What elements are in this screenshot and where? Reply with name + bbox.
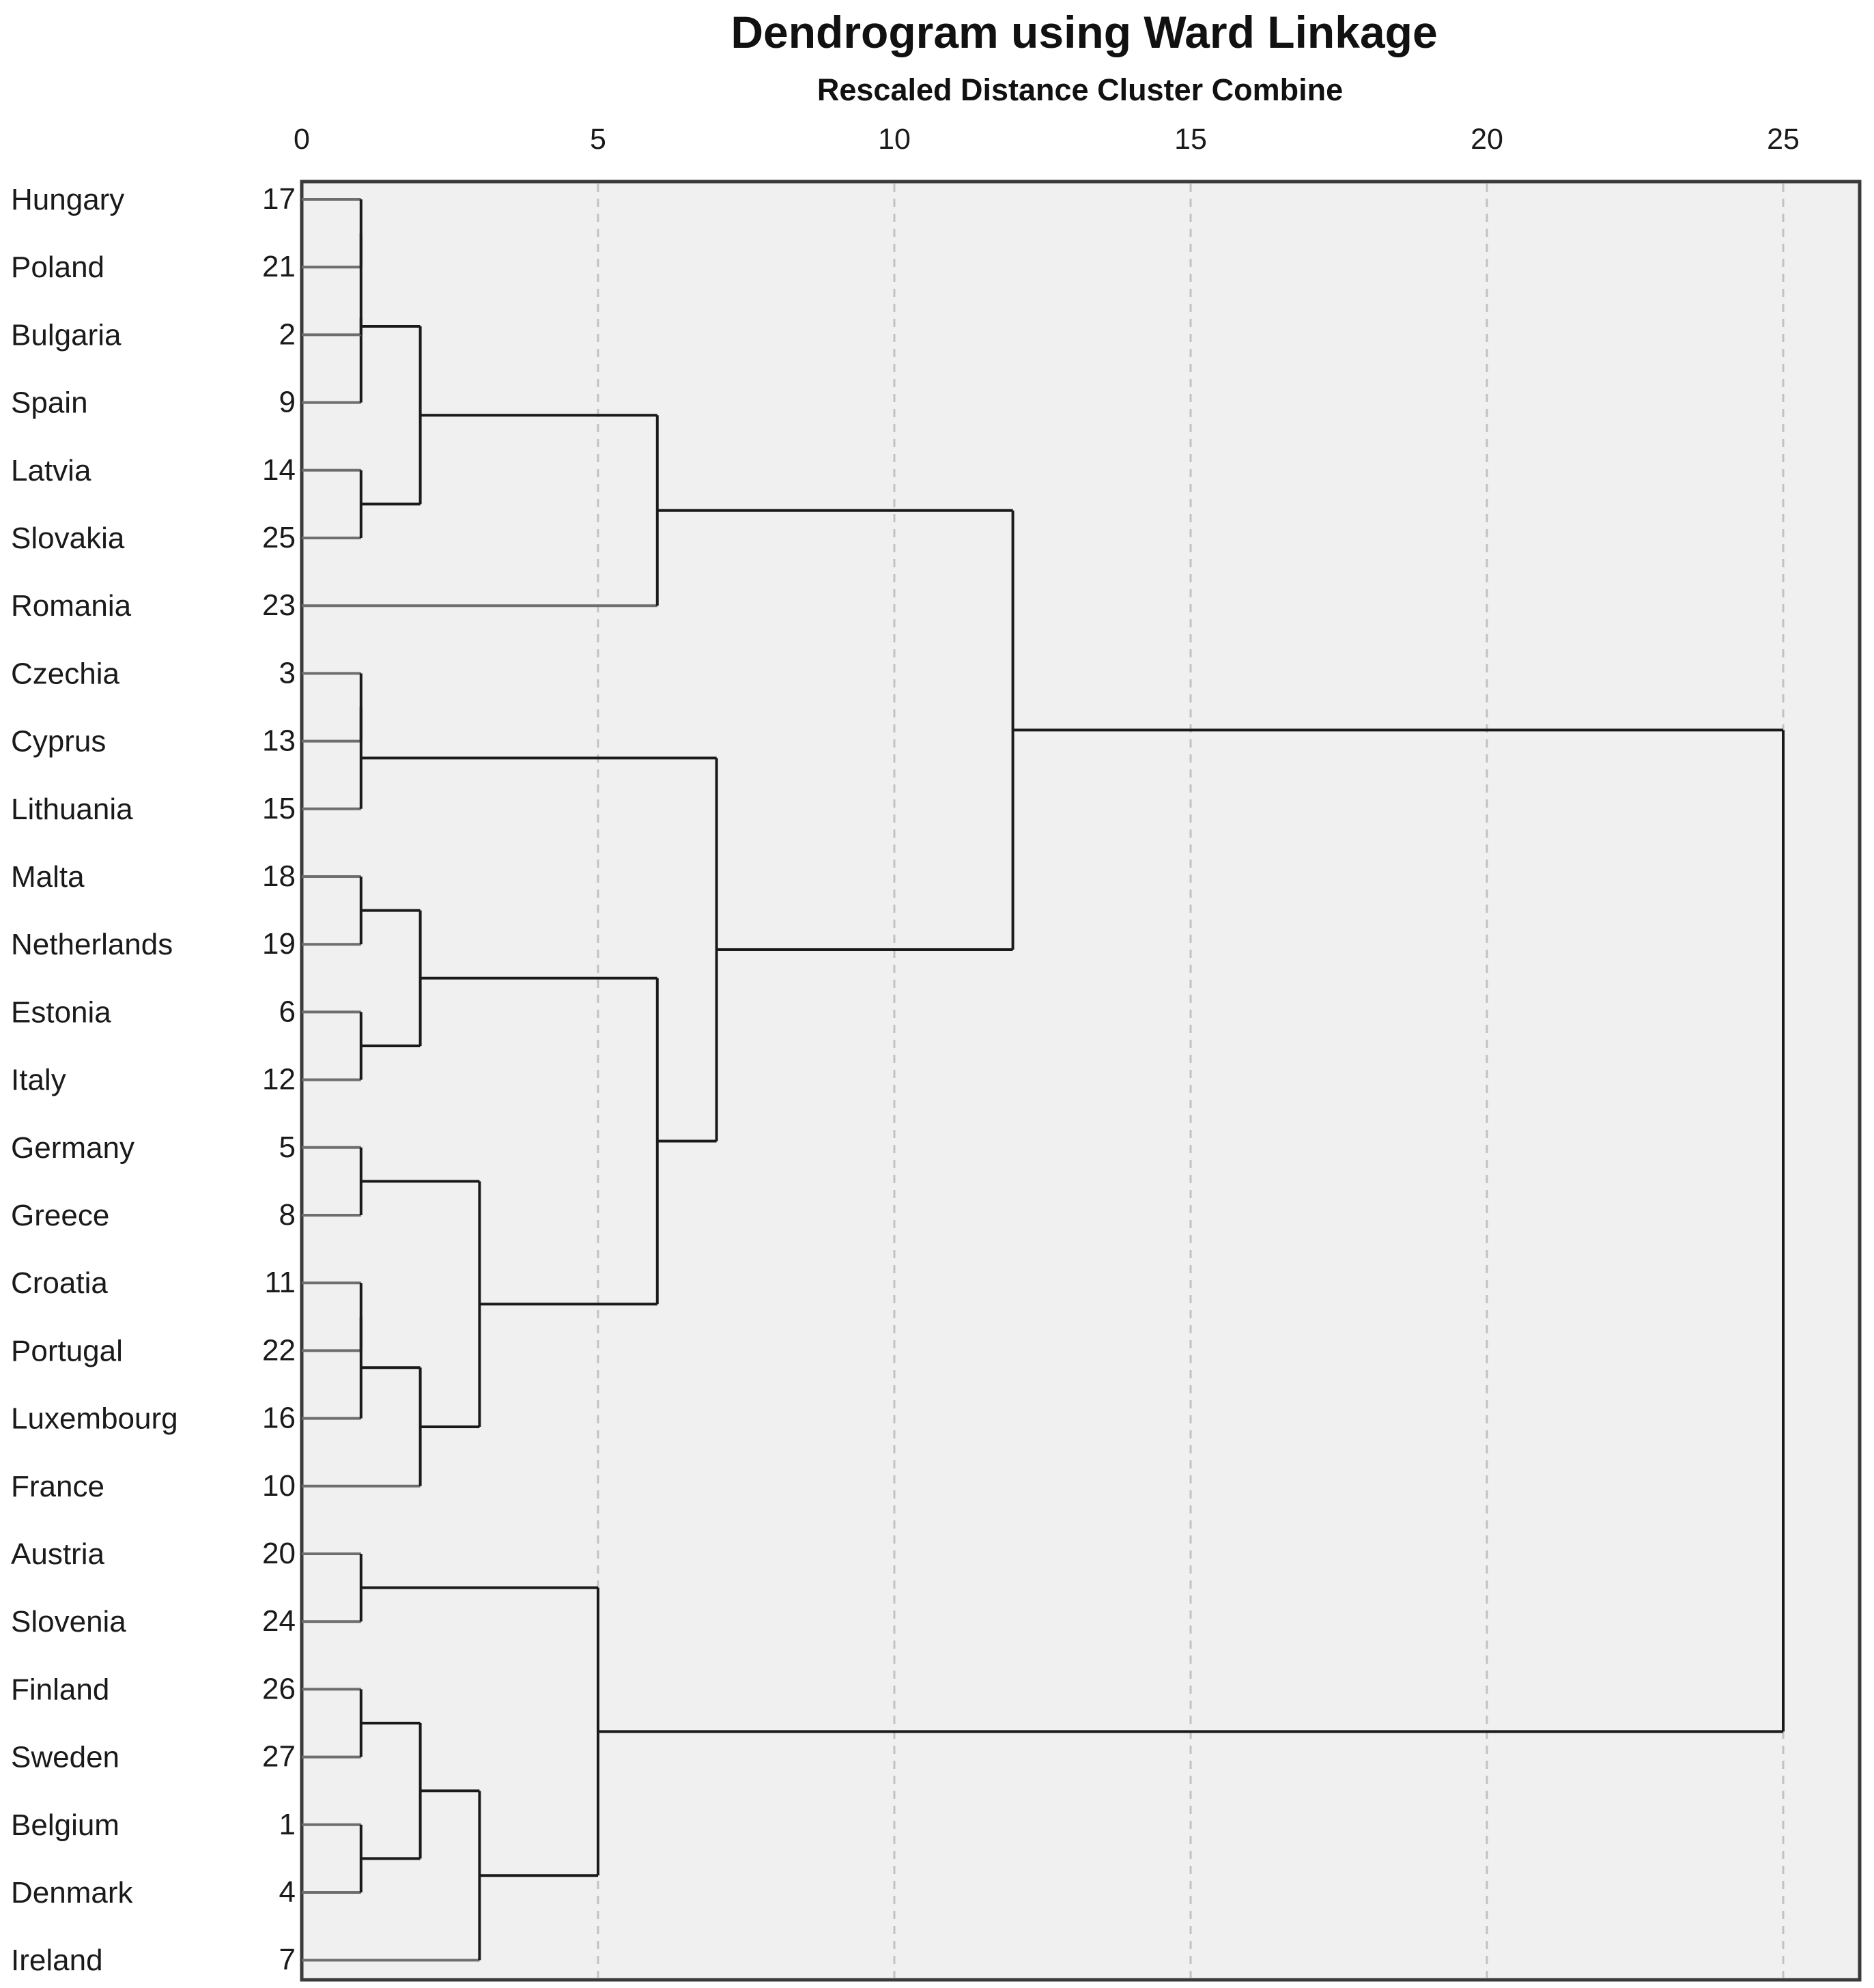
leaf-id: 10 xyxy=(262,1469,296,1503)
plot-area xyxy=(300,180,1862,1982)
leaf-label: Netherlands xyxy=(11,928,173,961)
leaf-label: Denmark xyxy=(11,1876,133,1909)
leaf-id: 13 xyxy=(262,724,296,758)
leaf-label: France xyxy=(11,1470,104,1503)
leaf-label: Malta xyxy=(11,860,85,894)
leaf-id: 16 xyxy=(262,1402,296,1435)
leaf-id: 15 xyxy=(262,792,296,825)
tick-label: 20 xyxy=(1471,123,1503,156)
tick-label: 15 xyxy=(1174,123,1207,156)
leaf-id: 1 xyxy=(279,1808,296,1841)
leaf-id: 19 xyxy=(262,927,296,961)
leaf-id: 8 xyxy=(279,1198,296,1232)
tick-label: 0 xyxy=(294,123,310,156)
leaf-id: 20 xyxy=(262,1537,296,1570)
leaf-id: 12 xyxy=(262,1063,296,1096)
leaf-id: 5 xyxy=(279,1131,296,1164)
leaf-label: Finland xyxy=(11,1673,109,1706)
leaf-id: 14 xyxy=(262,453,296,487)
leaf-label: Sweden xyxy=(11,1741,119,1774)
leaf-id: 6 xyxy=(279,995,296,1028)
leaf-id: 27 xyxy=(262,1740,296,1774)
leaf-id: 21 xyxy=(262,250,296,283)
x-axis: 0 5 10 15 20 25 xyxy=(294,123,1800,156)
leaf-label: Greece xyxy=(11,1199,109,1232)
chart-subtitle: Rescaled Distance Cluster Combine xyxy=(817,72,1343,107)
leaf-id: 22 xyxy=(262,1333,296,1367)
leaf-label: Germany xyxy=(11,1131,134,1165)
tick-label: 5 xyxy=(590,123,606,156)
leaf-id: 18 xyxy=(262,860,296,893)
leaf-label: Croatia xyxy=(11,1266,108,1300)
leaf-id: 3 xyxy=(279,656,296,690)
leaf-id: 2 xyxy=(279,317,296,351)
leaf-label: Hungary xyxy=(11,183,124,216)
dendrogram-links xyxy=(302,198,1785,1962)
leaf-label: Italy xyxy=(11,1064,66,1097)
leaf-label: Ireland xyxy=(11,1944,103,1977)
leaf-label: Slovenia xyxy=(11,1605,126,1638)
leaf-label: Luxembourg xyxy=(11,1402,178,1436)
leaf-label: Spain xyxy=(11,386,88,420)
leaf-id: 17 xyxy=(262,182,296,216)
leaf-id: 7 xyxy=(279,1943,296,1976)
leaf-id: 4 xyxy=(279,1875,296,1909)
leaf-id: 26 xyxy=(262,1672,296,1705)
tick-label: 10 xyxy=(878,123,911,156)
chart-title: Dendrogram using Ward Linkage xyxy=(730,7,1437,57)
leaf-id: 25 xyxy=(262,521,296,554)
leaf-label: Bulgaria xyxy=(11,318,122,352)
leaf-label: Czechia xyxy=(11,657,119,690)
leaf-id: 11 xyxy=(264,1266,296,1299)
leaf-label: Cyprus xyxy=(11,725,106,758)
leaf-label: Lithuania xyxy=(11,793,133,826)
leaf-label: Belgium xyxy=(11,1808,119,1842)
tick-label: 25 xyxy=(1767,123,1800,156)
leaf-label: Poland xyxy=(11,251,104,284)
leaf-label: Austria xyxy=(11,1537,104,1571)
leaf-id: 9 xyxy=(279,386,296,419)
leaf-id: 23 xyxy=(262,588,296,622)
leaf-label: Slovakia xyxy=(11,522,125,555)
leaf-label: Romania xyxy=(11,589,132,623)
leaf-label: Latvia xyxy=(11,454,91,487)
leaf-label: Estonia xyxy=(11,995,111,1029)
leaf-label: Portugal xyxy=(11,1334,123,1367)
leaf-id: 24 xyxy=(262,1604,296,1638)
